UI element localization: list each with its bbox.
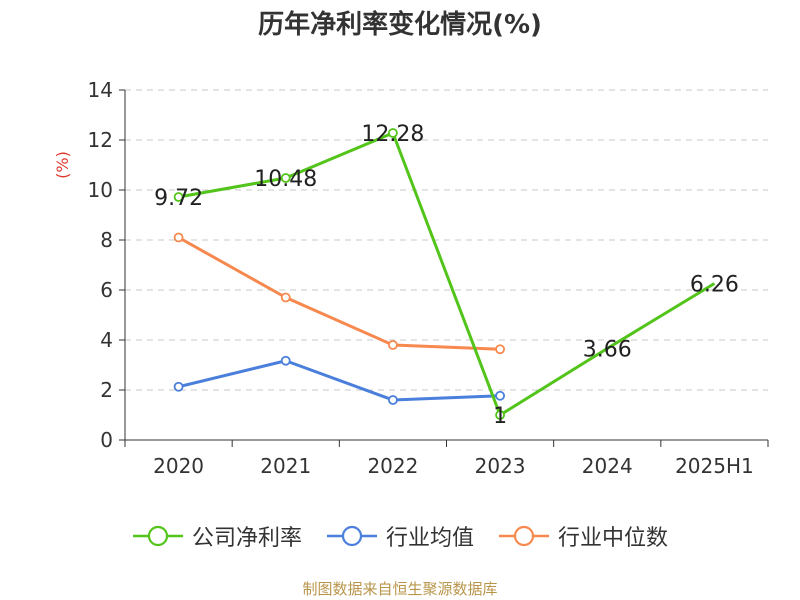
data-point[interactable] — [388, 395, 398, 405]
x-tick-label: 2020 — [153, 454, 204, 478]
legend-marker — [147, 525, 169, 547]
legend: 公司净利率 行业均值 行业中位数 — [0, 520, 800, 552]
x-tick-label: 2022 — [367, 454, 418, 478]
data-point[interactable] — [495, 390, 505, 401]
x-tick-label: 2025H1 — [675, 454, 754, 478]
data-point[interactable] — [173, 381, 184, 392]
series-line — [178, 131, 716, 417]
y-tick-label: 8 — [100, 228, 113, 252]
legend-marker — [513, 525, 535, 547]
legend-line-marker-icon — [326, 525, 377, 547]
data-point[interactable] — [173, 232, 184, 243]
y-tick-label: 2 — [100, 378, 113, 402]
x-tick-label: 2023 — [475, 454, 526, 478]
legend-item[interactable]: 行业均值 — [326, 520, 474, 552]
data-point[interactable] — [388, 340, 398, 350]
y-tick-label: 12 — [88, 128, 113, 152]
data-point[interactable] — [280, 292, 291, 303]
y-tick-label: 6 — [100, 278, 113, 302]
axes: 0 2 4 6 8 10 12 14 2020 2021 2022 2023 2024 2025H1 (%) — [53, 78, 769, 478]
data-label: 6.26 — [690, 273, 739, 298]
data-point[interactable] — [495, 344, 505, 355]
chart-title: 历年净利率变化情况(%) — [258, 10, 542, 40]
data-labels: 9.72 10.48 12.28 1 3.66 6.26 — [154, 122, 739, 429]
x-tick-label: 2024 — [582, 454, 633, 478]
data-label: 10.48 — [254, 167, 317, 192]
data-point[interactable] — [280, 173, 291, 183]
data-point[interactable] — [388, 128, 398, 138]
legend-label: 行业中位数 — [558, 526, 669, 551]
source-note: 制图数据来自恒生聚源数据库 — [302, 580, 498, 598]
legend-marker — [341, 525, 363, 547]
y-tick-label: 4 — [100, 328, 113, 352]
legend-label: 行业均值 — [385, 526, 474, 551]
data-point[interactable] — [495, 410, 505, 420]
legend-line-marker-icon — [499, 525, 549, 547]
legend-line-marker-icon — [132, 525, 183, 547]
y-tick-label: 0 — [100, 428, 113, 452]
y-tick-label: 14 — [88, 78, 113, 102]
data-label: 1 — [493, 404, 507, 429]
legend-item[interactable]: 行业中位数 — [498, 520, 668, 552]
series-line — [177, 236, 501, 351]
series-line — [178, 359, 501, 402]
y-tick-label: 10 — [88, 178, 113, 202]
series-lines — [173, 128, 716, 420]
legend-item[interactable]: 公司净利率 — [132, 520, 302, 552]
x-tick-label: 2021 — [260, 454, 311, 478]
data-label: 3.66 — [583, 338, 632, 363]
data-point[interactable] — [173, 192, 184, 202]
legend-label: 公司净利率 — [191, 526, 302, 551]
data-point[interactable] — [280, 355, 291, 366]
y-axis-label: (%) — [53, 151, 72, 179]
data-label: 12.28 — [361, 122, 424, 147]
grid-lines — [125, 89, 768, 391]
data-label: 9.72 — [154, 186, 203, 211]
